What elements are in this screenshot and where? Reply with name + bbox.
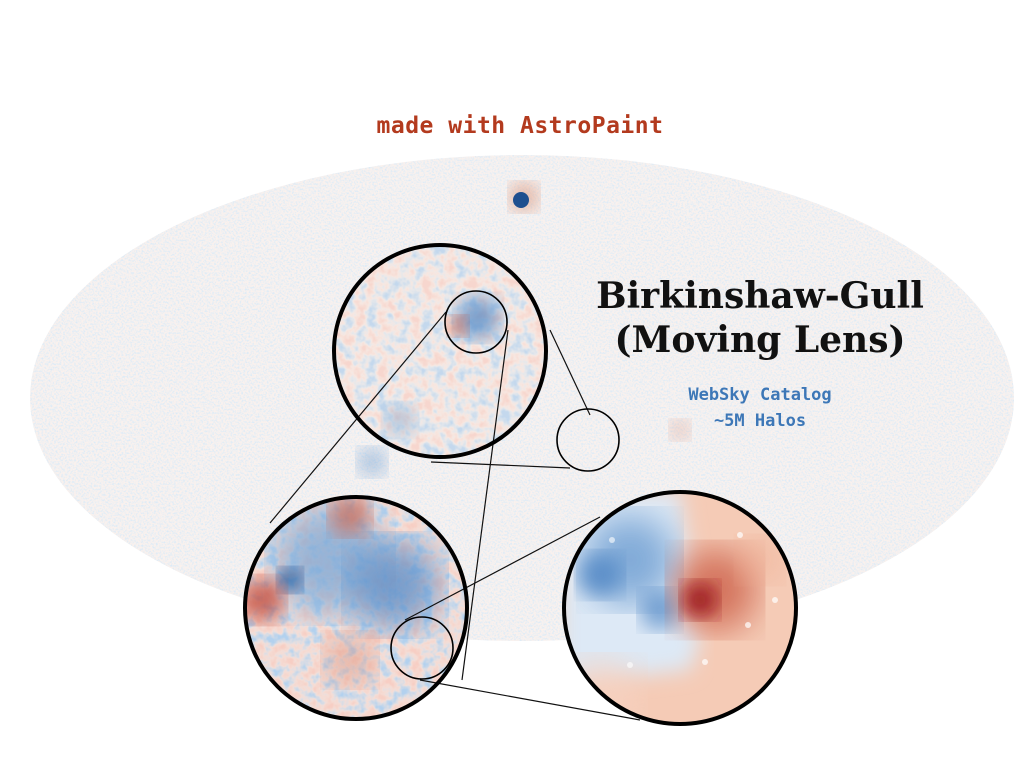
zoom-region-2 [245, 497, 467, 719]
zoom-circle-1 [332, 243, 548, 459]
astropaint-credit: made with AstroPaint [376, 113, 664, 139]
catalog-line-2: ~5M Halos [713, 411, 807, 431]
zoom-region-1 [334, 245, 546, 457]
zoom-circle-outlines [243, 243, 798, 726]
selection-circle-3 [390, 616, 454, 680]
title-line-2: (Moving Lens) [614, 319, 906, 361]
zoom-circle-2 [243, 495, 469, 721]
zoom-region-3 [564, 492, 796, 724]
selection-circle-2 [444, 290, 508, 354]
catalog-label: WebSky Catalog ~5M Halos [620, 382, 900, 434]
figure-title: Birkinshaw-Gull (Moving Lens) [560, 274, 960, 362]
catalog-line-1: WebSky Catalog [688, 385, 832, 405]
zoom-connector-lines [269, 311, 641, 721]
zoom-circle-3 [562, 490, 798, 726]
title-line-1: Birkinshaw-Gull [596, 275, 924, 317]
selection-circle-1 [556, 408, 620, 472]
